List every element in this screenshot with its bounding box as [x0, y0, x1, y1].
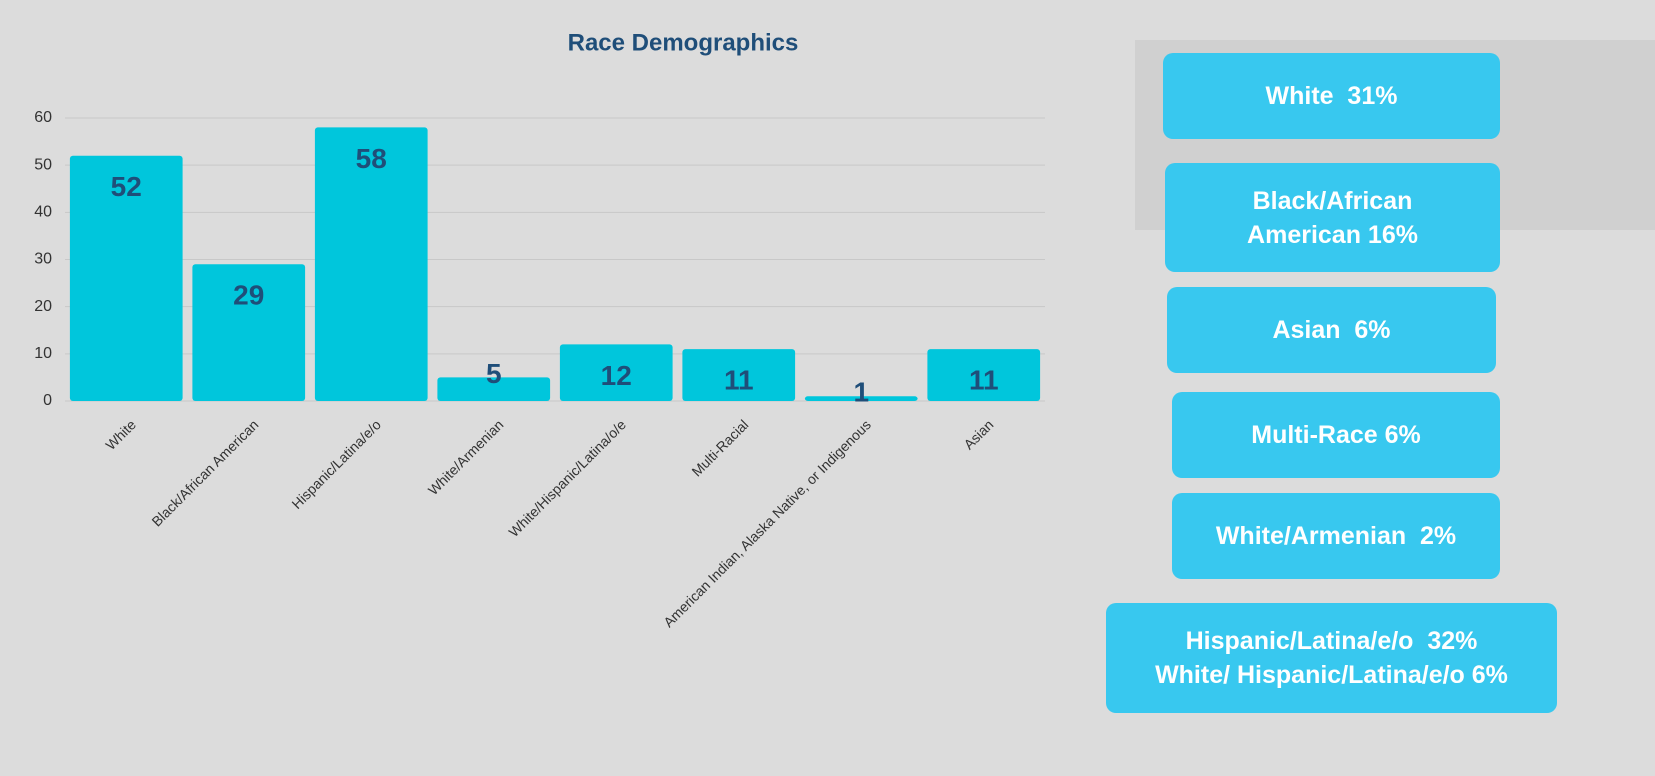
bar [192, 264, 306, 401]
x-tick-label: Multi-Racial [688, 416, 751, 479]
stat-box: White 31% [1163, 53, 1500, 139]
stat-text: Black/African [1252, 186, 1413, 215]
data-label: 52 [111, 171, 142, 202]
x-tick-label: White/Hispanic/Latina/o/e [505, 416, 629, 540]
y-tick-label: 60 [34, 109, 52, 126]
bar [437, 377, 551, 401]
x-tick-label: Hispanic/Latina/e/o [288, 416, 384, 512]
data-label: 58 [356, 143, 387, 174]
stat-text: White/ Hispanic/Latina/e/o 6% [1155, 661, 1508, 689]
data-label: 5 [486, 358, 502, 389]
stat-box: Multi-Race 6% [1172, 392, 1500, 478]
x-tick-label: American Indian, Alaska Native, or Indig… [660, 416, 874, 630]
bar [804, 396, 918, 401]
bar [927, 349, 1041, 401]
bar [69, 155, 183, 401]
y-tick-label: 20 [34, 298, 52, 315]
bar [314, 127, 428, 401]
stat-text: White/Armenian 2% [1215, 522, 1457, 550]
data-label: 11 [969, 365, 999, 396]
stat-text: Hispanic/Latina/e/o 32% [1185, 627, 1478, 655]
chart-title: Race Demographics [568, 29, 799, 56]
x-tick-label: Asian [960, 416, 996, 452]
y-tick-label: 30 [34, 251, 52, 268]
stat-box: Hispanic/Latina/e/o 32% White/ Hispanic/L… [1106, 603, 1557, 713]
data-label: 1 [853, 377, 869, 408]
bar [682, 349, 796, 401]
data-label: 29 [233, 280, 264, 311]
data-label: 12 [601, 360, 632, 391]
y-tick-label: 0 [43, 392, 52, 409]
stat-text: Multi-Race 6% [1251, 421, 1421, 449]
stat-box: Black/African American 16% [1165, 163, 1500, 272]
chart: Race Demographics 0 10 20 30 40 50 60 52 White 29… [34, 29, 1045, 630]
x-tick-label: White [102, 416, 139, 453]
stat-box: Asian 6% [1167, 287, 1496, 373]
stat-text: Asian 6% [1272, 316, 1391, 344]
x-tick-label: White/Armenian [425, 416, 507, 498]
data-label: 11 [724, 365, 754, 396]
stat-text: American 16% [1247, 220, 1418, 249]
y-tick-label: 40 [34, 204, 52, 221]
stat-box: White/Armenian 2% [1172, 493, 1500, 579]
bar [559, 344, 673, 401]
x-tick-label: Black/African American [148, 416, 261, 529]
y-tick-label: 10 [34, 345, 52, 362]
stat-text: White 31% [1265, 82, 1398, 110]
y-tick-label: 50 [34, 156, 52, 173]
